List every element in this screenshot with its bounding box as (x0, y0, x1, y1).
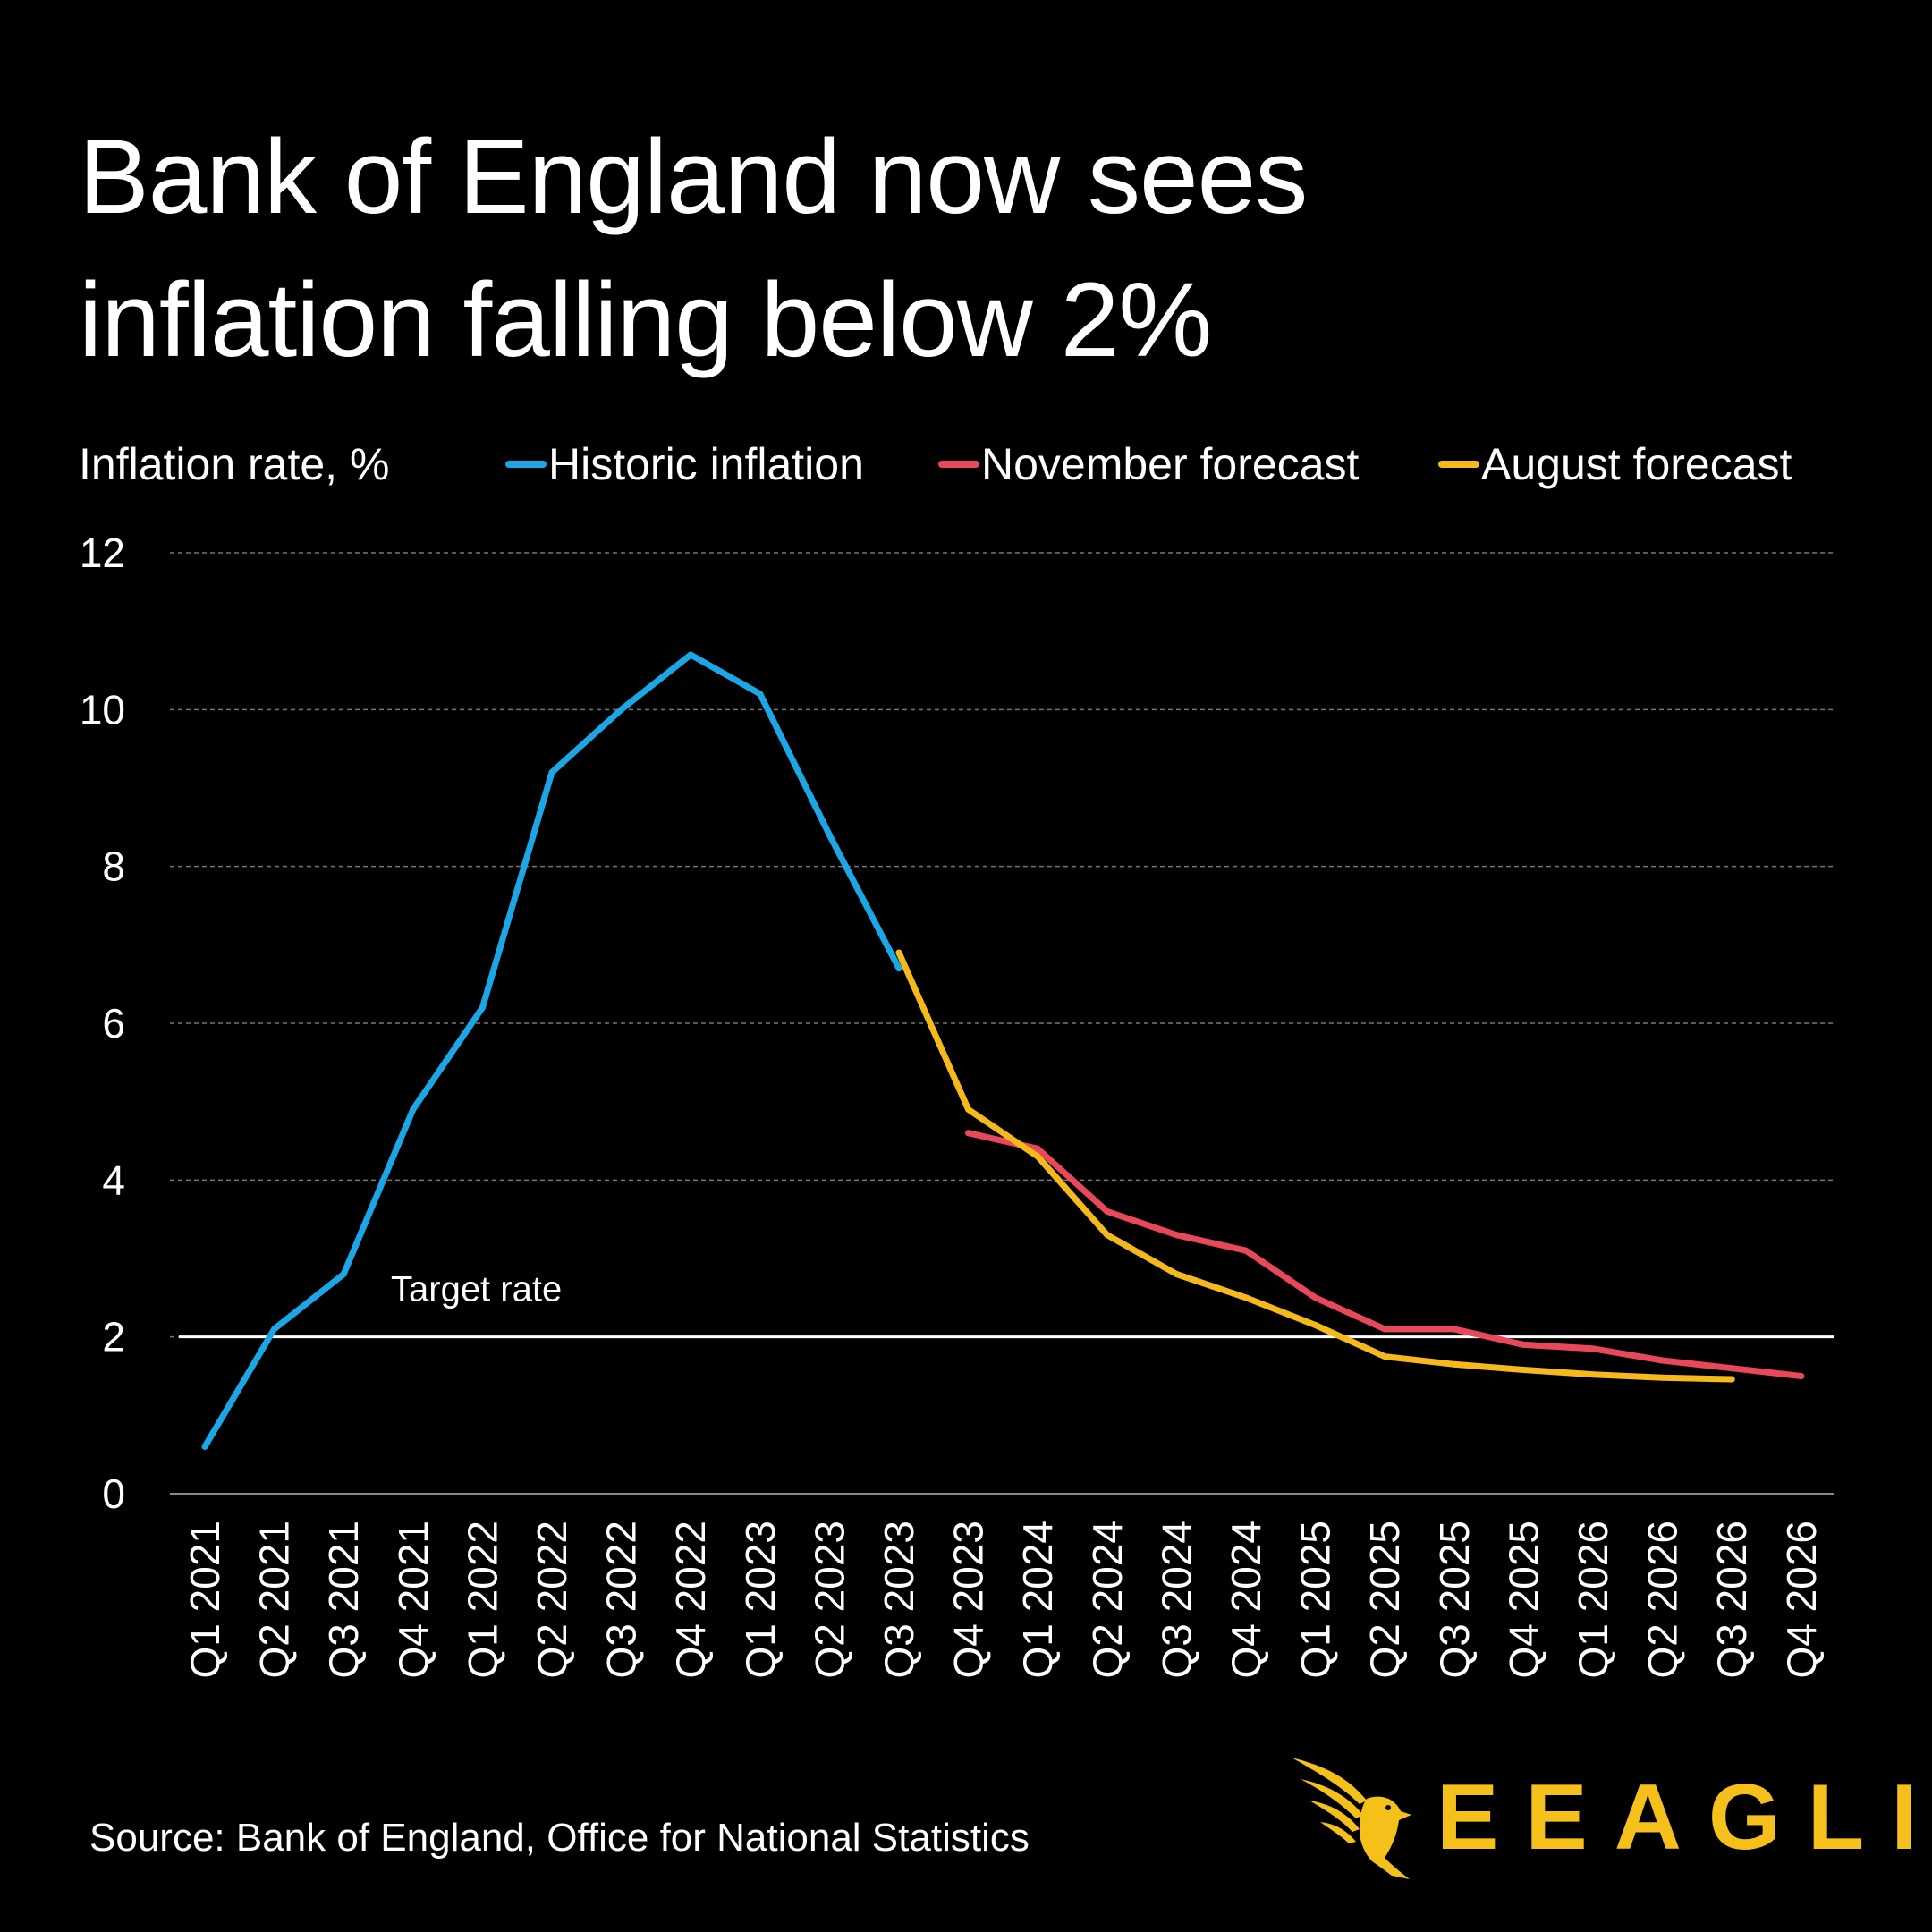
historic-inflation-point (618, 706, 625, 713)
august-forecast-point (1173, 1271, 1180, 1278)
x-tick-label: Q1 2022 (459, 1521, 505, 1678)
x-tick-label: Q2 2024 (1084, 1521, 1131, 1678)
historic-inflation-point (271, 1326, 278, 1333)
x-tick-label: Q1 2025 (1292, 1521, 1339, 1678)
x-tick-label: Q3 2022 (598, 1521, 645, 1678)
november-forecast-point (1589, 1345, 1597, 1352)
august-forecast-point (1451, 1360, 1458, 1368)
x-tick-label: Q4 2021 (390, 1521, 436, 1678)
x-tick-label: Q3 2021 (320, 1521, 367, 1678)
y-tick-label: 8 (102, 843, 125, 890)
historic-inflation-point (757, 691, 764, 698)
historic-inflation-point (201, 1443, 208, 1450)
historic-inflation-point (340, 1271, 347, 1278)
november-forecast-point (1381, 1326, 1388, 1333)
legend-item-november: November forecast (938, 438, 1359, 490)
november-forecast-point (1312, 1294, 1319, 1301)
legend-item-august: August forecast (1438, 438, 1792, 490)
august-forecast-point (1520, 1366, 1527, 1373)
historic-inflation-point (687, 651, 694, 658)
y-tick-label: 12 (80, 530, 125, 576)
august-forecast-point (1034, 1153, 1041, 1160)
x-tick-label: Q2 2025 (1361, 1521, 1408, 1678)
eagle-icon (1292, 1758, 1411, 1879)
x-tick-label: Q2 2021 (251, 1521, 298, 1678)
x-tick-label: Q1 2024 (1014, 1521, 1061, 1678)
x-tick-label: Q2 2022 (529, 1521, 575, 1678)
august-forecast-point (1312, 1322, 1319, 1329)
x-tick-label: Q3 2025 (1431, 1521, 1478, 1678)
august-forecast-point (1104, 1232, 1111, 1239)
november-forecast-point (1034, 1145, 1041, 1152)
august-forecast-point (1589, 1371, 1597, 1378)
target-rate-label: Target rate (391, 1270, 562, 1309)
x-tick-label: Q3 2023 (876, 1521, 922, 1678)
legend-item-historic: Historic inflation (505, 438, 864, 490)
x-tick-label: Q1 2026 (1570, 1521, 1616, 1678)
august-forecast-point (1728, 1376, 1735, 1383)
november-forecast-point (1728, 1365, 1735, 1372)
x-tick-label: Q4 2026 (1778, 1521, 1825, 1678)
legend-swatch-november (938, 461, 979, 468)
november-forecast-point (1104, 1208, 1111, 1215)
title-line-2: inflation falling below 2% (79, 261, 1212, 379)
november-forecast-point (1242, 1247, 1250, 1254)
august-forecast-line (895, 949, 1735, 1383)
logo-text: EEAGLI (1436, 1766, 1932, 1869)
x-tick-label: Q3 2024 (1153, 1521, 1199, 1678)
legend-swatch-historic (505, 461, 547, 468)
y-tick-label: 6 (102, 1000, 125, 1046)
november-forecast-point (1659, 1357, 1666, 1364)
august-forecast-point (965, 1106, 972, 1113)
historic-inflation-point (410, 1106, 417, 1113)
august-forecast-point (895, 949, 902, 956)
chart-title: Bank of England now sees inflation falli… (79, 106, 1689, 392)
x-tick-label: Q4 2022 (667, 1521, 714, 1678)
legend-label-november: November forecast (981, 439, 1360, 489)
y-tick-label: 4 (102, 1157, 125, 1203)
november-forecast-point (965, 1130, 972, 1137)
august-forecast-point (1242, 1294, 1250, 1301)
november-forecast-point (1451, 1326, 1458, 1333)
title-line-1: Bank of England now sees (79, 118, 1308, 236)
x-tick-label: Q4 2024 (1223, 1521, 1269, 1678)
x-tick-label: Q4 2025 (1500, 1521, 1546, 1678)
historic-inflation-point (548, 768, 555, 775)
x-tick-label: Q1 2023 (737, 1521, 784, 1678)
historic-inflation-point (895, 965, 902, 972)
historic-inflation-point (826, 832, 833, 839)
august-forecast-point (1381, 1353, 1388, 1360)
august-forecast-point (1659, 1374, 1666, 1381)
historic-inflation-point (479, 1004, 486, 1011)
y-tick-label: 10 (80, 686, 125, 733)
y-tick-label: 2 (102, 1314, 125, 1360)
november-forecast-line (965, 1130, 1805, 1379)
legend-label-august: August forecast (1481, 439, 1792, 489)
november-forecast-point (1798, 1373, 1805, 1379)
x-tick-label: Q1 2021 (182, 1521, 228, 1678)
legend-swatch-august (1438, 461, 1479, 468)
y-tick-label: 0 (102, 1470, 125, 1517)
y-axis-label: Inflation rate, % (79, 439, 390, 489)
x-tick-label: Q2 2023 (806, 1521, 852, 1678)
legend-label-historic: Historic inflation (548, 439, 864, 489)
legend-row: Inflation rate, % Historic inflation Nov… (79, 438, 1868, 492)
november-forecast-point (1173, 1232, 1180, 1239)
november-forecast-point (1520, 1341, 1527, 1348)
logo: EEAGLI (1284, 1749, 1917, 1883)
x-tick-label: Q3 2026 (1708, 1521, 1755, 1678)
x-tick-label: Q2 2026 (1640, 1521, 1686, 1678)
x-tick-label: Q4 2023 (945, 1521, 992, 1678)
source-note: Source: Bank of England, Office for Nati… (89, 1816, 1030, 1860)
